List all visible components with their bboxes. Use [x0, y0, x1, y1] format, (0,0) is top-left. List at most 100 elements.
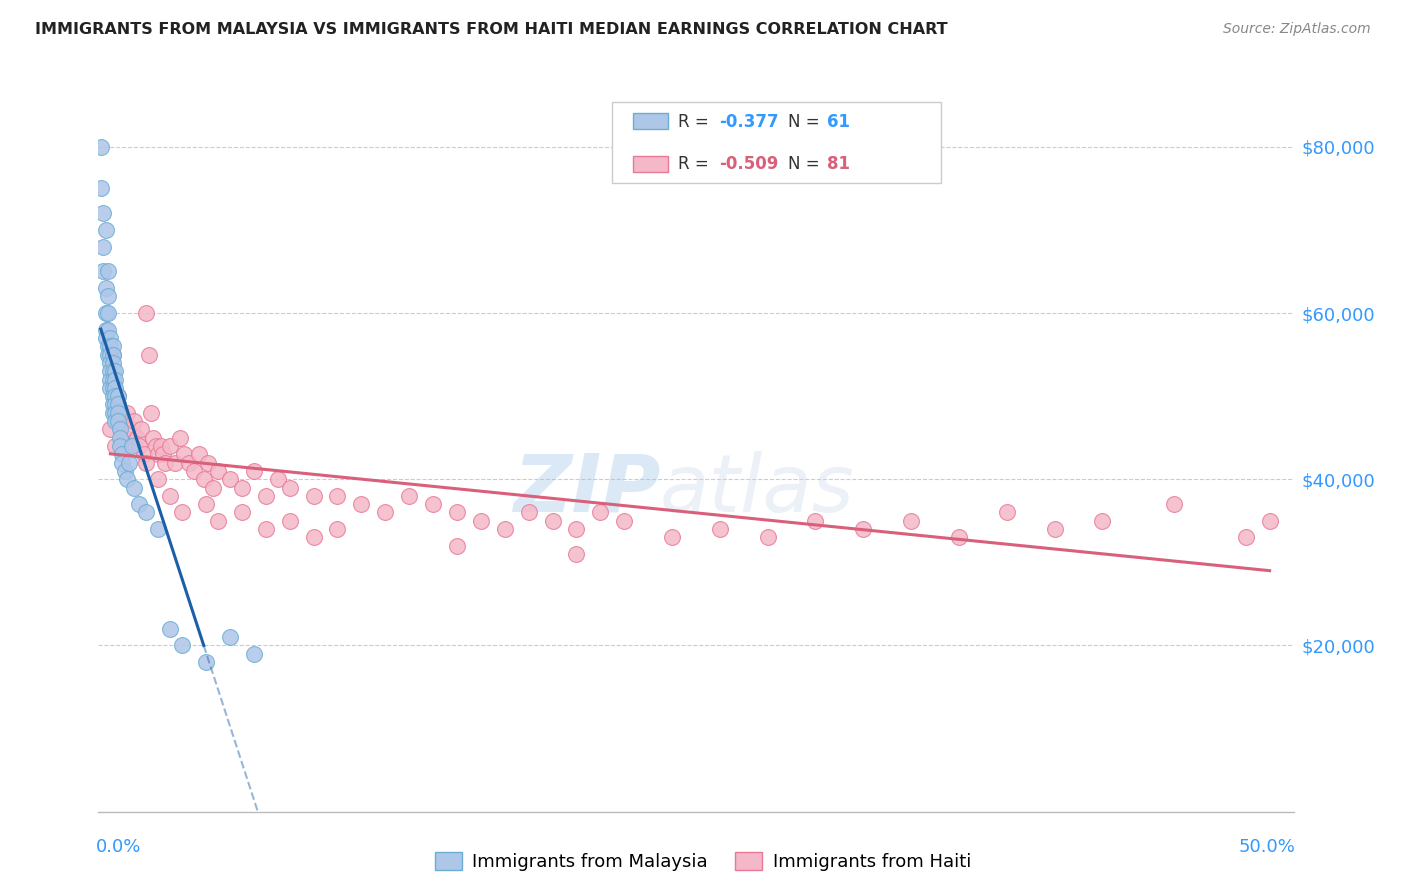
Point — [104, 372, 127, 386]
Point — [135, 456, 157, 470]
Point — [446, 506, 468, 520]
Point — [948, 530, 970, 544]
Point — [152, 447, 174, 461]
Point — [169, 431, 191, 445]
Point — [172, 506, 194, 520]
Point — [145, 439, 167, 453]
Point — [101, 406, 124, 420]
Point — [254, 522, 277, 536]
Point — [115, 472, 138, 486]
Point — [148, 472, 170, 486]
Point — [142, 431, 165, 445]
Text: atlas: atlas — [661, 450, 855, 529]
Point — [91, 206, 114, 220]
Point — [121, 422, 143, 436]
Text: N =: N = — [787, 155, 820, 173]
Point — [91, 239, 114, 253]
Point — [128, 439, 150, 453]
Point — [243, 464, 266, 478]
Point — [98, 372, 122, 386]
Point — [302, 530, 325, 544]
Point — [124, 481, 146, 495]
Text: Source: ZipAtlas.com: Source: ZipAtlas.com — [1223, 22, 1371, 37]
Point — [183, 464, 205, 478]
Text: R =: R = — [678, 155, 709, 173]
Point — [172, 639, 194, 653]
Point — [104, 397, 127, 411]
Legend: Immigrants from Malaysia, Immigrants from Haiti: Immigrants from Malaysia, Immigrants fro… — [427, 845, 979, 879]
Point — [97, 306, 120, 320]
Point — [138, 347, 160, 362]
Point — [132, 447, 155, 461]
Point — [115, 406, 138, 420]
Point — [101, 381, 124, 395]
Point — [94, 323, 117, 337]
Point — [900, 514, 922, 528]
Point — [101, 372, 124, 386]
Bar — [633, 113, 668, 129]
Point — [219, 472, 242, 486]
Point — [1163, 497, 1185, 511]
Point — [179, 456, 201, 470]
Point — [517, 506, 540, 520]
Point — [111, 447, 134, 461]
Point — [613, 514, 636, 528]
Point — [267, 472, 290, 486]
Point — [135, 506, 157, 520]
Point — [139, 406, 162, 420]
Point — [148, 522, 170, 536]
Point — [804, 514, 827, 528]
Point — [326, 522, 349, 536]
Point — [104, 406, 127, 420]
Point — [121, 439, 143, 453]
Point — [995, 506, 1018, 520]
Point — [756, 530, 779, 544]
Point — [98, 364, 122, 378]
Point — [108, 431, 131, 445]
Point — [1043, 522, 1066, 536]
Point — [173, 447, 195, 461]
Point — [90, 181, 112, 195]
Point — [1258, 514, 1281, 528]
Point — [231, 506, 253, 520]
Point — [94, 306, 117, 320]
Point — [125, 431, 148, 445]
Text: N =: N = — [787, 113, 820, 131]
Point — [159, 489, 181, 503]
Point — [97, 289, 120, 303]
Point — [124, 414, 146, 428]
Point — [101, 347, 124, 362]
Point — [195, 497, 218, 511]
Point — [207, 464, 229, 478]
Point — [302, 489, 325, 503]
Point — [494, 522, 516, 536]
Bar — [633, 155, 668, 171]
Point — [159, 622, 181, 636]
Point — [104, 364, 127, 378]
Point — [107, 397, 129, 411]
Point — [1091, 514, 1114, 528]
Text: -0.377: -0.377 — [718, 113, 779, 131]
Point — [107, 389, 129, 403]
Point — [101, 364, 124, 378]
Point — [207, 514, 229, 528]
Point — [94, 223, 117, 237]
Point — [118, 439, 141, 453]
Point — [104, 439, 127, 453]
Point — [91, 264, 114, 278]
Point — [470, 514, 492, 528]
Point — [231, 481, 253, 495]
Point — [187, 447, 209, 461]
Point — [278, 481, 301, 495]
Point — [202, 481, 225, 495]
Point — [101, 389, 124, 403]
Point — [193, 472, 215, 486]
Point — [104, 414, 127, 428]
Text: 0.0%: 0.0% — [96, 838, 142, 856]
Point — [149, 439, 172, 453]
Point — [101, 347, 124, 362]
Point — [98, 347, 122, 362]
Point — [709, 522, 731, 536]
Point — [104, 381, 127, 395]
Point — [326, 489, 349, 503]
